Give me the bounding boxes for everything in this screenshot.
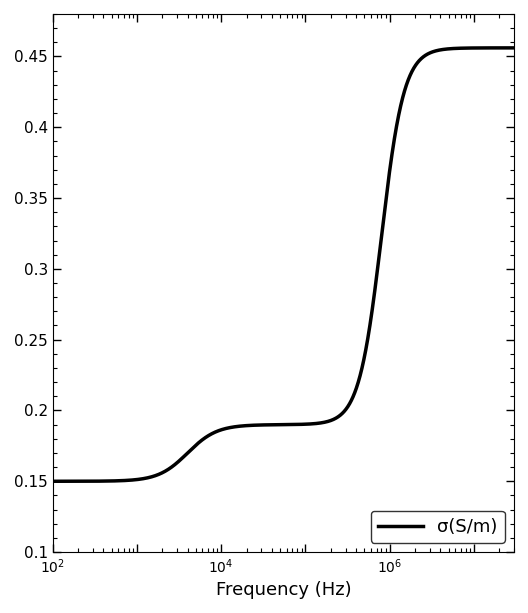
Legend: σ(S/m): σ(S/m) [371, 511, 505, 543]
X-axis label: Frequency (Hz): Frequency (Hz) [215, 581, 351, 599]
